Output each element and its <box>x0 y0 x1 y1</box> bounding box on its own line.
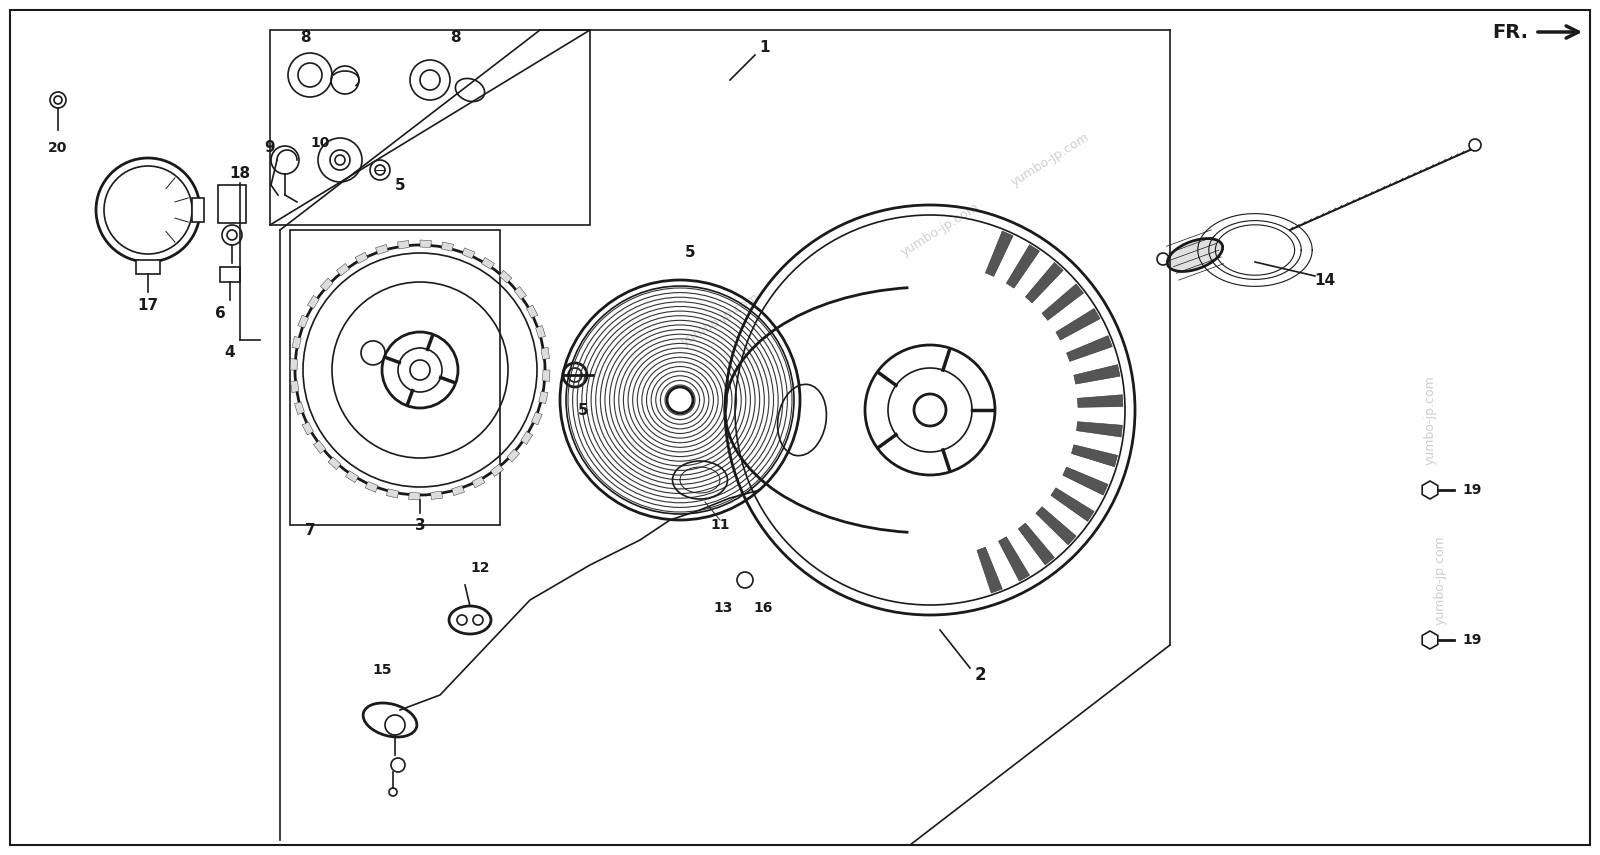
Text: 11: 11 <box>710 518 730 532</box>
Text: 14: 14 <box>1315 273 1336 287</box>
Polygon shape <box>539 392 549 404</box>
Polygon shape <box>1067 336 1112 362</box>
Text: 2: 2 <box>974 666 986 684</box>
Text: yumbo-jp.com: yumbo-jp.com <box>1424 375 1437 465</box>
FancyBboxPatch shape <box>218 185 246 223</box>
Text: 1: 1 <box>760 40 770 56</box>
Polygon shape <box>298 315 309 328</box>
Text: 8: 8 <box>299 31 310 45</box>
Text: 18: 18 <box>229 166 251 180</box>
Text: 10: 10 <box>310 136 330 150</box>
Text: 5: 5 <box>578 403 589 417</box>
Polygon shape <box>430 491 443 499</box>
Text: 8: 8 <box>450 31 461 45</box>
Ellipse shape <box>1168 239 1222 272</box>
Polygon shape <box>1051 488 1094 522</box>
Polygon shape <box>355 252 368 263</box>
Polygon shape <box>472 476 485 488</box>
Text: yumbo-jp.com: yumbo-jp.com <box>899 201 981 259</box>
Polygon shape <box>978 547 1002 593</box>
Polygon shape <box>507 449 520 462</box>
Polygon shape <box>491 464 504 476</box>
Polygon shape <box>294 402 304 415</box>
Polygon shape <box>1035 507 1077 545</box>
Text: 9: 9 <box>264 140 275 156</box>
Polygon shape <box>542 370 550 381</box>
Polygon shape <box>520 432 533 445</box>
Text: 3: 3 <box>414 517 426 533</box>
Polygon shape <box>1018 523 1054 565</box>
Polygon shape <box>986 231 1013 276</box>
Text: 12: 12 <box>470 561 490 575</box>
FancyBboxPatch shape <box>192 198 205 222</box>
Polygon shape <box>482 257 494 269</box>
Polygon shape <box>320 278 333 291</box>
Polygon shape <box>302 422 314 435</box>
Polygon shape <box>442 242 454 251</box>
Polygon shape <box>526 305 538 318</box>
Polygon shape <box>462 248 475 258</box>
Polygon shape <box>451 486 464 496</box>
Text: yumbo-jp.com: yumbo-jp.com <box>678 291 762 350</box>
Polygon shape <box>1074 364 1120 384</box>
Polygon shape <box>514 286 526 299</box>
Polygon shape <box>314 440 326 453</box>
Polygon shape <box>499 270 512 283</box>
Polygon shape <box>336 263 349 276</box>
Polygon shape <box>365 481 378 492</box>
Text: yumbo-jp.com: yumbo-jp.com <box>1434 535 1446 625</box>
Polygon shape <box>328 457 341 469</box>
Text: FR.: FR. <box>1491 22 1528 42</box>
Polygon shape <box>386 489 398 498</box>
Polygon shape <box>1056 309 1101 340</box>
Text: 16: 16 <box>754 601 773 615</box>
Bar <box>290 230 499 525</box>
Polygon shape <box>531 412 542 425</box>
Text: 13: 13 <box>714 601 733 615</box>
Polygon shape <box>291 380 299 392</box>
Polygon shape <box>1042 284 1083 321</box>
Bar <box>270 30 590 225</box>
Polygon shape <box>376 245 389 255</box>
Text: 20: 20 <box>48 141 67 155</box>
Polygon shape <box>1062 467 1109 495</box>
Polygon shape <box>307 296 320 309</box>
Text: 4: 4 <box>224 345 235 359</box>
Polygon shape <box>536 326 546 339</box>
Polygon shape <box>290 358 298 370</box>
Text: 6: 6 <box>214 305 226 321</box>
Polygon shape <box>397 240 410 249</box>
Polygon shape <box>346 471 358 482</box>
Polygon shape <box>1006 245 1040 288</box>
Polygon shape <box>1072 445 1117 467</box>
Text: 19: 19 <box>1462 483 1482 497</box>
FancyBboxPatch shape <box>221 267 240 282</box>
Text: 5: 5 <box>395 178 405 192</box>
Polygon shape <box>1077 422 1122 437</box>
Polygon shape <box>541 347 549 359</box>
Polygon shape <box>1026 262 1062 303</box>
Text: 5: 5 <box>685 245 696 260</box>
Text: 15: 15 <box>373 663 392 677</box>
Text: yumbo-jp.com: yumbo-jp.com <box>1008 131 1091 189</box>
Polygon shape <box>291 336 301 349</box>
Text: 17: 17 <box>138 298 158 312</box>
Polygon shape <box>998 537 1029 581</box>
Polygon shape <box>419 240 432 247</box>
Polygon shape <box>1077 395 1123 407</box>
FancyBboxPatch shape <box>136 260 160 274</box>
Text: 7: 7 <box>304 522 315 538</box>
Polygon shape <box>408 492 419 500</box>
Text: 19: 19 <box>1462 633 1482 647</box>
